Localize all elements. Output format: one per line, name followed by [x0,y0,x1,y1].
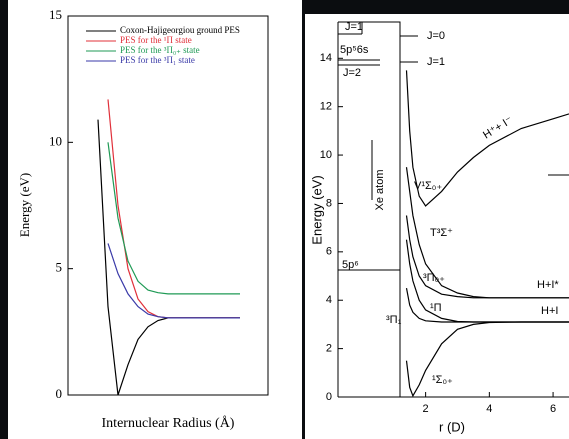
series-line [405,167,569,299]
y-tick-label: 12 [320,101,332,113]
plot-frame [67,15,269,396]
y-axis-label: Energy (eV) [17,173,32,237]
annotation: V¹Σ₀₊ [414,180,442,192]
atom-levels [338,21,418,397]
left-chart: Energy (eV) Internuclear Radius (Å) 0 5 10… [17,7,269,431]
y-tick-label: 5 [56,260,63,275]
x-tick-label: 6 [550,403,556,415]
y-tick-label: 14 [320,52,332,64]
y-tick-label: 0 [326,391,332,403]
annotation: J=1 [427,56,445,68]
annotation: ³Π₁ [386,314,402,326]
y-tick-label: 4 [326,294,332,306]
x-tick-label: 4 [486,403,492,415]
annotation: T³Σ⁺ [430,227,453,239]
annotation: J=1 [345,21,363,33]
annotation: 5p⁵6s [340,44,369,56]
right-chart: Energy (eV) r (D) 0 2 4 6 8 10 12 14 2 4 6 J=1 J=0 5p… [309,21,569,434]
y-tick-label: 10 [49,133,62,148]
y-tick-label: 10 [320,149,332,161]
legend-label: PES for the ¹Π state [120,35,192,45]
series-line [107,142,240,295]
annotation: H+I [541,305,558,317]
annotation: ³Π₀₊ [423,272,445,284]
right-panel [305,14,569,439]
y-tick-label: 0 [56,386,63,401]
annotation: J=2 [343,67,361,79]
annotation: H+I* [537,279,559,291]
y-axis-label: Energy (eV) [309,175,324,244]
annotation: ¹Π [430,302,442,314]
legend-label: PES for the ³Π₀₊ state [120,45,200,55]
x-tick-label: 2 [423,403,429,415]
series-line [405,70,569,207]
x-axis-label: Internuclear Radius (Å) [102,415,235,431]
x-axis-label: r (D) [439,419,465,434]
y-tick-label: 8 [326,197,332,209]
series-line [107,243,240,319]
annotation: 5p⁶ [342,259,359,271]
legend-label: PES for the ³Π₁ state [120,55,195,65]
left-panel [8,0,302,439]
legend-label: Coxon-Hajigeorgiou ground PES [120,25,240,35]
annotation: Xe atom [374,170,386,211]
series-line [405,239,569,323]
y-tick-label: 2 [326,343,332,355]
annotation: J=0 [427,30,445,42]
y-tick-label: 15 [49,7,62,22]
annotation: ¹Σ₀₊ [432,374,453,386]
y-tick-label: 6 [326,246,332,258]
